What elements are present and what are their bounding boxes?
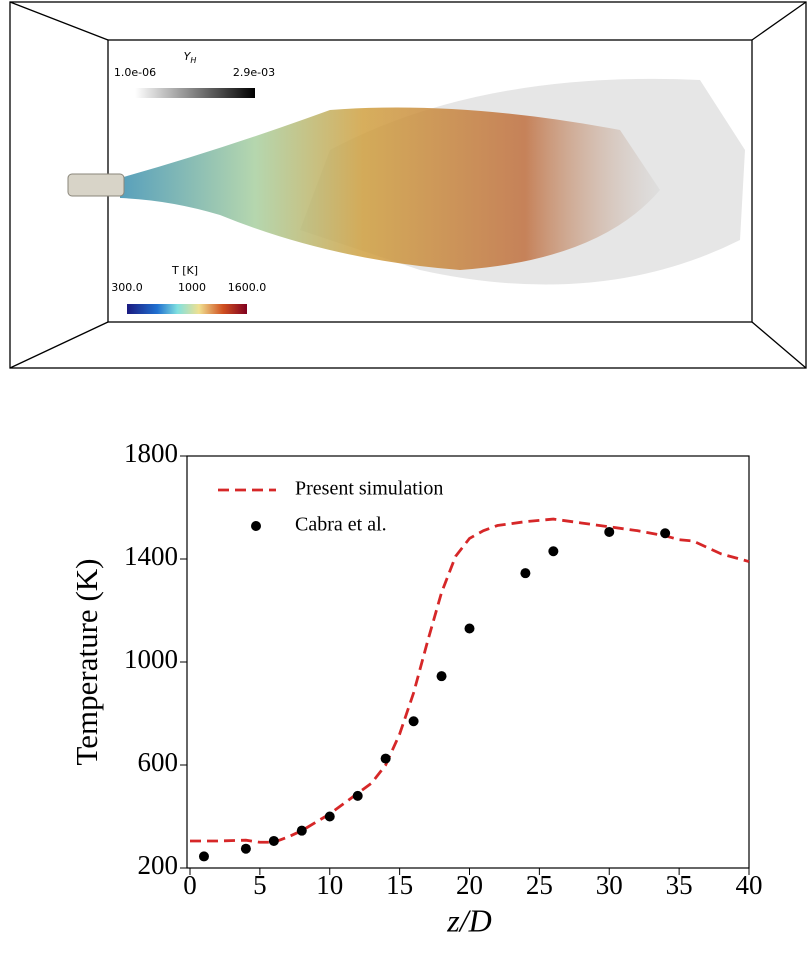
colorbar-title-main: Y — [184, 50, 192, 63]
data-point — [296, 825, 307, 836]
x-tick-label: 5 — [253, 870, 267, 900]
x-tick-label: 30 — [596, 870, 623, 900]
x-tick-label: 10 — [316, 870, 343, 900]
data-point — [520, 568, 531, 579]
colorbar-label: 300.0 — [111, 281, 143, 294]
colorbar-label: 2.9e-03 — [233, 66, 275, 79]
x-tick-label: 0 — [183, 870, 197, 900]
legend-label: Cabra et al. — [295, 514, 387, 536]
colorbar — [127, 304, 247, 314]
outer-box — [9, 1, 807, 369]
perspective-lines — [9, 1, 807, 369]
y-axis-label: Temperature (K) — [69, 559, 104, 766]
data-line — [190, 517, 750, 844]
data-point — [436, 671, 447, 682]
data-point — [548, 546, 559, 557]
colorbar-label: 1600.0 — [228, 281, 267, 294]
chart: 200 600 1000 1400 1800 0 5 10 15 20 25 30 35 40 z/D Tem… — [69, 438, 762, 938]
colorbar-title: YH — [184, 50, 197, 65]
data-point — [380, 753, 391, 764]
colorbar-label: 1.0e-06 — [114, 66, 156, 79]
data-point — [660, 528, 671, 539]
colorbar-title-sub: H — [190, 56, 196, 65]
x-axis-label: z/D — [446, 902, 491, 938]
colorbar-title: T [K] — [171, 264, 198, 277]
x-tick-label: 25 — [526, 870, 553, 900]
jet-body — [120, 107, 660, 270]
data-point — [408, 716, 419, 727]
y-tick-label: 200 — [138, 850, 179, 880]
y-tick-label: 1800 — [124, 438, 178, 468]
data-point — [352, 790, 363, 801]
colorbar — [135, 88, 255, 98]
plot-frame — [186, 455, 750, 869]
x-tick-label: 40 — [736, 870, 763, 900]
jet-render — [67, 78, 745, 285]
render-view — [9, 1, 807, 369]
x-tick-label: 35 — [666, 870, 693, 900]
nozzle — [67, 173, 125, 197]
y-tick-label: 600 — [138, 747, 179, 777]
data-point — [324, 811, 335, 822]
x-tick-label: 15 — [386, 870, 413, 900]
data-point — [268, 835, 279, 846]
y-tick-label: 1000 — [124, 644, 178, 674]
legend-label: Present simulation — [295, 478, 443, 500]
data-point — [198, 851, 209, 862]
x-tick-label: 20 — [456, 870, 483, 900]
colorbar-label: 1000 — [178, 281, 206, 294]
data-point — [604, 526, 615, 537]
y-tick-label: 1400 — [124, 541, 178, 571]
data-point — [240, 843, 251, 854]
legend-swatch — [251, 521, 261, 531]
data-point — [464, 623, 475, 634]
